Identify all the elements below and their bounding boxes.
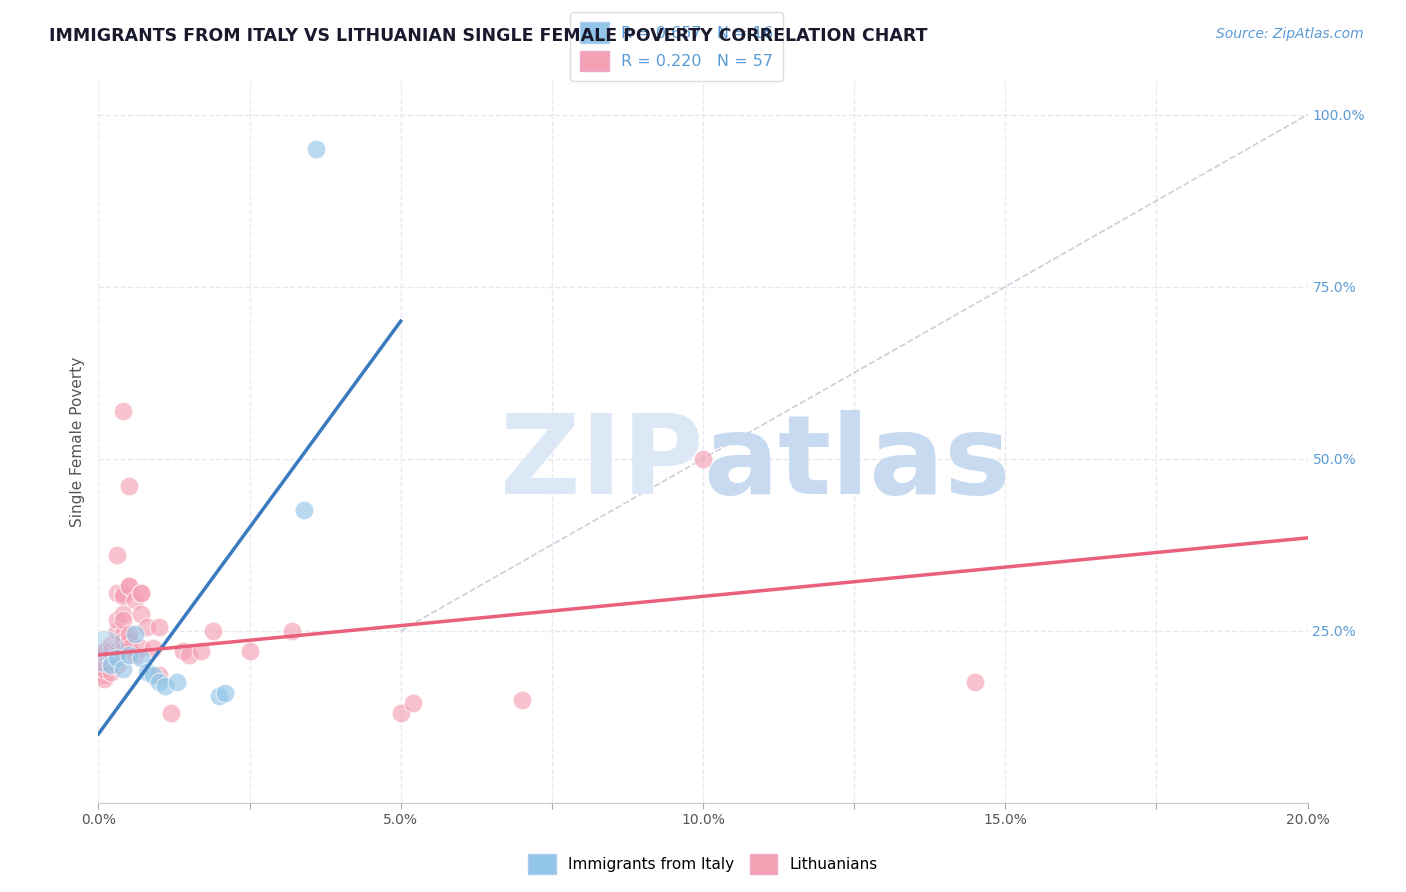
Point xyxy=(100,638,122,652)
Point xyxy=(153,679,176,693)
Point xyxy=(105,614,128,628)
Text: atlas: atlas xyxy=(703,409,1011,516)
Legend: R = 0.657   N = 16, R = 0.220   N = 57: R = 0.657 N = 16, R = 0.220 N = 57 xyxy=(571,12,783,80)
Point xyxy=(100,658,122,673)
Point xyxy=(105,658,128,673)
Point xyxy=(135,665,157,679)
Point xyxy=(305,142,328,156)
Y-axis label: Single Female Poverty: Single Female Poverty xyxy=(69,357,84,526)
Point xyxy=(292,503,315,517)
Point xyxy=(111,662,134,676)
Legend: Immigrants from Italy, Lithuanians: Immigrants from Italy, Lithuanians xyxy=(523,848,883,880)
Point xyxy=(111,403,134,417)
Point xyxy=(510,692,533,706)
Point xyxy=(389,706,412,721)
Point xyxy=(105,586,128,600)
Point xyxy=(129,586,152,600)
Point xyxy=(100,644,122,658)
Point xyxy=(93,662,115,676)
Point xyxy=(93,644,115,658)
Point xyxy=(111,607,134,621)
Point xyxy=(148,620,170,634)
Point xyxy=(129,607,152,621)
Point xyxy=(129,640,152,655)
Point xyxy=(179,648,201,662)
Point xyxy=(93,648,115,662)
Point xyxy=(105,648,128,662)
Point xyxy=(142,640,165,655)
Point xyxy=(160,706,183,721)
Point xyxy=(172,644,194,658)
Point xyxy=(100,648,122,662)
Point xyxy=(692,451,714,466)
Point xyxy=(100,651,122,665)
Point xyxy=(166,675,188,690)
Point xyxy=(100,665,122,679)
Point xyxy=(105,548,128,562)
Point xyxy=(214,686,236,700)
Point xyxy=(93,668,115,682)
Point xyxy=(124,627,146,641)
Text: IMMIGRANTS FROM ITALY VS LITHUANIAN SINGLE FEMALE POVERTY CORRELATION CHART: IMMIGRANTS FROM ITALY VS LITHUANIAN SING… xyxy=(49,27,928,45)
Point xyxy=(118,634,141,648)
Point xyxy=(129,651,152,665)
Point xyxy=(93,662,115,676)
Point xyxy=(129,586,152,600)
Point xyxy=(208,689,231,703)
Point xyxy=(118,579,141,593)
Point xyxy=(148,668,170,682)
Point xyxy=(93,658,115,673)
Point xyxy=(202,624,225,638)
Point xyxy=(111,644,134,658)
Text: ZIP: ZIP xyxy=(499,409,703,516)
Point xyxy=(118,627,141,641)
Point xyxy=(118,579,141,593)
Point xyxy=(965,675,987,690)
Point xyxy=(402,696,425,710)
Point xyxy=(239,644,262,658)
Point xyxy=(118,640,141,655)
Point xyxy=(142,668,165,682)
Point xyxy=(118,634,141,648)
Point xyxy=(111,627,134,641)
Text: Source: ZipAtlas.com: Source: ZipAtlas.com xyxy=(1216,27,1364,41)
Point xyxy=(100,658,122,673)
Point xyxy=(124,592,146,607)
Point xyxy=(135,620,157,634)
Point xyxy=(111,586,134,600)
Point xyxy=(105,651,128,665)
Point xyxy=(190,644,212,658)
Point xyxy=(124,648,146,662)
Point xyxy=(118,648,141,662)
Point xyxy=(118,479,141,493)
Point xyxy=(105,624,128,638)
Point xyxy=(148,675,170,690)
Point xyxy=(111,590,134,604)
Point xyxy=(111,634,134,648)
Point xyxy=(105,644,128,658)
Point xyxy=(93,644,115,658)
Point xyxy=(111,614,134,628)
Point xyxy=(281,624,304,638)
Point xyxy=(93,672,115,686)
